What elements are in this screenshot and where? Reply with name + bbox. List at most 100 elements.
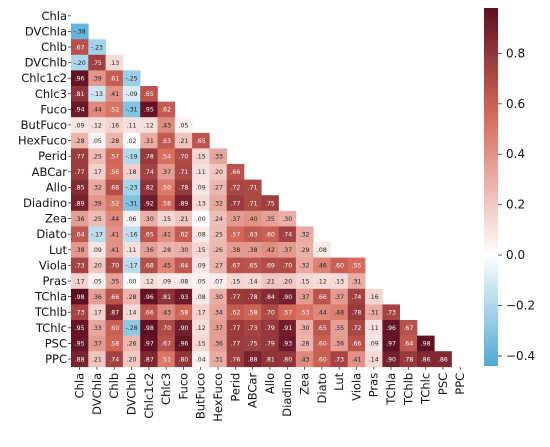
cell-value-label: .54 [161, 154, 171, 161]
heatmap-cell-Pras-Lut [330, 273, 349, 290]
cell-value-label: .08 [196, 232, 206, 239]
cell-value-label: .70 [265, 310, 275, 317]
heatmap-cell-Viola-Diato [313, 257, 331, 274]
heatmap-cell-PSC-Chla [71, 335, 89, 352]
heatmap-cell-Viola-Fuco [174, 257, 193, 274]
cell-value-label: .77 [230, 325, 240, 332]
cell-value-label: .71 [248, 185, 258, 192]
cell-value-label: .74 [144, 169, 154, 176]
heatmap-cell-Lut-ButFuco [192, 242, 210, 258]
heatmap-cell-TChlc-DVChla [88, 320, 106, 336]
cell-value-label: .29 [300, 247, 310, 254]
cell-value-label: -.38 [74, 29, 86, 36]
cell-value-label: .32 [300, 232, 310, 239]
cell-value-label: .30 [282, 216, 292, 223]
heatmap-cell-Chlb-Chla [71, 39, 89, 56]
heatmap-cell-TChlc-Allo [261, 320, 279, 336]
cell-value-label: .33 [92, 325, 102, 332]
heatmap-cell-TChla-Viola [347, 288, 366, 305]
x-tick-label-TChla: TChla [384, 373, 398, 406]
cell-value-label: .88 [248, 356, 258, 363]
heatmap-cell-TChlc-TChla [382, 320, 400, 336]
cell-value-label: -.09 [126, 91, 138, 98]
cell-value-label: .90 [282, 294, 292, 301]
cell-value-label: .98 [75, 294, 85, 301]
heatmap-cell-DVChlb-Chlb [105, 54, 124, 71]
cell-value-label: .30 [213, 294, 223, 301]
heatmap-cell-Viola-Allo [261, 257, 279, 274]
heatmap-cell-PSC-DVChlb [122, 335, 141, 352]
heatmap-cell-Lut-Fuco [174, 242, 193, 258]
heatmap-cell-Diato-ABCar [244, 226, 262, 243]
y-tick-label-Chlc3: Chlc3 [35, 87, 67, 101]
y-tick-label-Chlc1c2: Chlc1c2 [21, 71, 67, 85]
heatmap-cell-PPC-TChla [382, 351, 400, 368]
cell-value-label: .70 [161, 325, 171, 332]
heatmap-cell-Diadino-Allo [261, 195, 279, 212]
cell-value-label: .82 [144, 185, 154, 192]
cell-value-label: .84 [265, 294, 275, 301]
cell-value-label: .79 [265, 341, 275, 348]
heatmap-cell-Lut-HexFuco [209, 242, 227, 258]
heatmap-cell-PSC-Allo [261, 335, 279, 352]
cell-value-label: .68 [109, 185, 119, 192]
heatmap-cell-ButFuco-Chlc3 [157, 117, 176, 134]
heatmap-cell-TChla-Diato [313, 288, 331, 305]
heatmap-cell-ButFuco-DVChla [88, 117, 106, 134]
cell-value-label: -.17 [126, 263, 138, 270]
cell-value-label: .37 [300, 294, 310, 301]
cell-value-label: .64 [403, 341, 413, 348]
cell-value-label: .37 [92, 341, 102, 348]
heatmap-cell-ABCar-DVChla [88, 164, 106, 180]
heatmap-cell-ButFuco-DVChlb [122, 117, 141, 134]
heatmap-cell-PSC-Zea [295, 335, 314, 352]
cell-value-label: .81 [265, 356, 275, 363]
cell-value-label: .96 [179, 341, 189, 348]
heatmap-cell-TChlb-Perid [226, 304, 245, 321]
cell-value-label: -.25 [126, 76, 138, 83]
heatmap-cell-ABCar-Chla [71, 164, 89, 180]
heatmap-cell-TChlc-Viola [347, 320, 366, 336]
cell-value-label: -.31 [126, 200, 138, 207]
cell-value-label: .81 [75, 91, 85, 98]
x-tick-label-DVChla: DVChla [90, 373, 104, 415]
cell-value-label: .70 [109, 263, 119, 270]
heatmap-cell-Chlc3-Chlb [105, 86, 124, 102]
heatmap-cell-Perid-Chlb [105, 148, 124, 165]
heatmap-cell-ABCar-Chlc1c2 [140, 164, 158, 180]
cell-value-label: .78 [144, 154, 154, 161]
heatmap-cell-Allo-Chlb [105, 179, 124, 196]
cell-value-label: .15 [196, 341, 206, 348]
cell-value-label: -.17 [91, 232, 103, 239]
heatmap-cell-Chlc1c2-DVChlb [122, 70, 141, 87]
cell-value-label: .14 [127, 310, 137, 317]
cell-value-label: .17 [92, 310, 102, 317]
y-tick-label-Diadino: Diadino [23, 196, 67, 210]
heatmap-cell-Zea-Chlb [105, 210, 124, 227]
heatmap-cell-Viola-HexFuco [209, 257, 227, 274]
heatmap-cell-Viola-Diadino [278, 257, 297, 274]
heatmap-cell-TChlb-TChla [382, 304, 400, 321]
heatmap-cell-DVChlb-Chla [71, 54, 89, 71]
heatmap-cell-PSC-Fuco [174, 335, 193, 352]
colorbar-tick-label: 0.0 [506, 248, 525, 262]
heatmap-cell-PPC-Viola [347, 351, 366, 368]
x-tick-label-DVChlb: DVChlb [125, 373, 139, 415]
heatmap-cell-Diato-Chla [71, 226, 89, 243]
colorbar: −0.4 −0.2 0.0 0.2 0.4 0.6 0.8 [484, 8, 535, 366]
cell-value-label: .92 [144, 200, 154, 207]
heatmap-cell-DVChla-Chla [71, 23, 89, 40]
cell-value-label: .15 [161, 216, 171, 223]
heatmap-cell-TChla-Chla [71, 288, 89, 305]
heatmap-cell-TChla-Zea [295, 288, 314, 305]
x-tick-label-Pras: Pras [367, 373, 381, 398]
heatmap-cell-Diato-Chlc1c2 [140, 226, 158, 243]
heatmap-cell-Lut-Zea [295, 242, 314, 258]
cell-value-label: .37 [230, 216, 240, 223]
cell-value-label: .06 [127, 216, 137, 223]
cell-value-label: .52 [109, 200, 119, 207]
heatmap-cell-Pras-DVChlb [122, 273, 141, 290]
cell-value-label: .18 [127, 169, 137, 176]
cell-value-label: .87 [144, 356, 154, 363]
